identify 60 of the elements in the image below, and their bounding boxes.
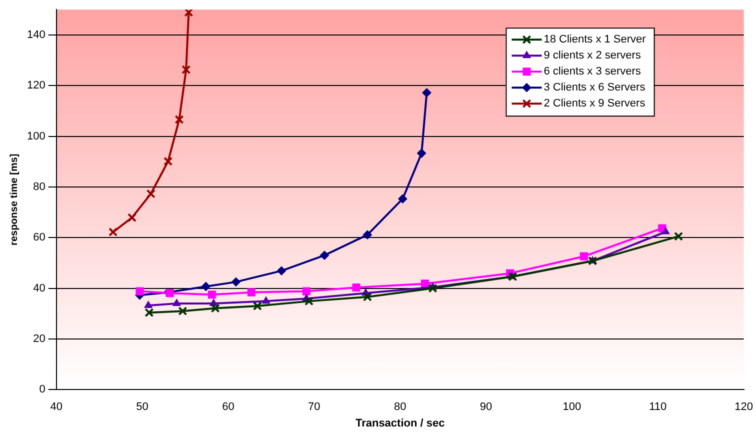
point bbox=[674, 232, 684, 241]
point bbox=[146, 189, 156, 198]
y-tick-label: 60 bbox=[33, 232, 46, 244]
point bbox=[247, 288, 256, 296]
point bbox=[182, 65, 191, 74]
y-tick-label: 140 bbox=[26, 28, 46, 41]
point bbox=[144, 300, 152, 308]
point bbox=[428, 284, 438, 293]
point bbox=[210, 304, 220, 313]
x-tick-label: 90 bbox=[480, 401, 492, 414]
x-tick-label: 70 bbox=[308, 401, 320, 414]
y-tick-label: 120 bbox=[26, 80, 46, 92]
point bbox=[420, 280, 430, 288]
point bbox=[362, 230, 372, 240]
legend-label: 6 clients x 3 servers bbox=[544, 66, 642, 78]
point bbox=[302, 287, 310, 296]
x-tick-label: 60 bbox=[222, 401, 234, 414]
point bbox=[166, 289, 174, 298]
point bbox=[136, 287, 144, 296]
point bbox=[422, 88, 432, 98]
point bbox=[352, 283, 360, 292]
point bbox=[210, 298, 218, 306]
point bbox=[262, 296, 270, 304]
point bbox=[320, 250, 329, 260]
y-tick-label: 0 bbox=[39, 384, 46, 396]
x-tick-label: 120 bbox=[734, 401, 754, 414]
point bbox=[662, 227, 670, 234]
y-tick-label: 100 bbox=[26, 130, 46, 142]
point bbox=[164, 156, 173, 166]
y-axis-title: response time [ms] bbox=[8, 154, 20, 246]
point bbox=[252, 301, 262, 311]
point bbox=[178, 306, 188, 316]
x-tick-label: 110 bbox=[649, 401, 667, 414]
point bbox=[201, 282, 210, 291]
point bbox=[398, 194, 408, 204]
point bbox=[184, 10, 194, 17]
legend-label: 2 Clients x 9 Servers bbox=[544, 98, 646, 110]
point bbox=[108, 227, 118, 237]
point bbox=[417, 148, 426, 158]
point bbox=[304, 296, 314, 306]
x-tick-label: 40 bbox=[50, 401, 62, 414]
y-tick-label: 80 bbox=[33, 180, 46, 193]
point bbox=[231, 277, 240, 286]
x-tick-label: 50 bbox=[136, 401, 148, 414]
point bbox=[580, 252, 588, 260]
point bbox=[208, 290, 216, 299]
y-tick-label: 20 bbox=[33, 332, 46, 345]
legend-label: 3 Clients x 6 Servers bbox=[544, 82, 646, 94]
y-tick-label: 40 bbox=[33, 282, 46, 294]
x-axis-title: Transaction / sec bbox=[355, 417, 445, 430]
point bbox=[174, 115, 184, 124]
x-tick-label: 100 bbox=[562, 401, 582, 414]
point bbox=[172, 298, 181, 306]
legend-label: 9 clients x 2 servers bbox=[544, 50, 642, 62]
point bbox=[362, 292, 372, 302]
point bbox=[144, 308, 154, 318]
point bbox=[277, 266, 286, 276]
x-tick-label: 80 bbox=[394, 401, 406, 414]
point bbox=[127, 213, 137, 222]
legend-label: 18 Clients x 1 Server bbox=[544, 34, 646, 46]
